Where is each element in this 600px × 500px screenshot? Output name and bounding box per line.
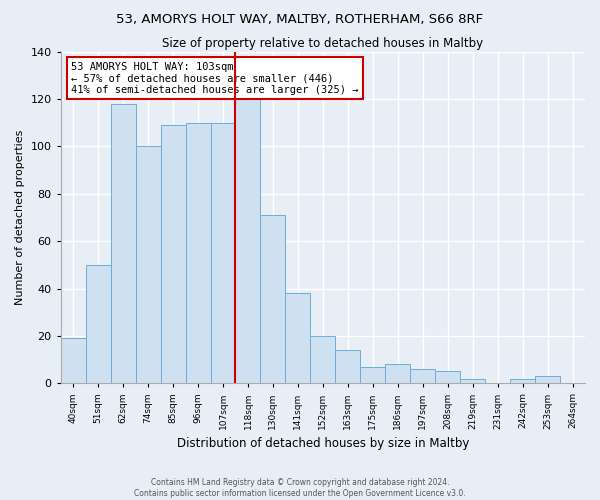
Bar xyxy=(310,336,335,384)
Bar xyxy=(535,376,560,384)
X-axis label: Distribution of detached houses by size in Maltby: Distribution of detached houses by size … xyxy=(176,437,469,450)
Bar xyxy=(460,378,485,384)
Bar xyxy=(86,265,110,384)
Bar xyxy=(510,378,535,384)
Bar xyxy=(110,104,136,384)
Y-axis label: Number of detached properties: Number of detached properties xyxy=(15,130,25,305)
Bar xyxy=(410,369,435,384)
Bar xyxy=(161,125,185,384)
Bar xyxy=(435,372,460,384)
Bar xyxy=(61,338,86,384)
Bar xyxy=(361,366,385,384)
Bar xyxy=(286,294,310,384)
Bar xyxy=(211,122,235,384)
Title: Size of property relative to detached houses in Maltby: Size of property relative to detached ho… xyxy=(162,38,484,51)
Text: 53, AMORYS HOLT WAY, MALTBY, ROTHERHAM, S66 8RF: 53, AMORYS HOLT WAY, MALTBY, ROTHERHAM, … xyxy=(116,12,484,26)
Bar xyxy=(260,215,286,384)
Text: 53 AMORYS HOLT WAY: 103sqm
← 57% of detached houses are smaller (446)
41% of sem: 53 AMORYS HOLT WAY: 103sqm ← 57% of deta… xyxy=(71,62,359,95)
Text: Contains HM Land Registry data © Crown copyright and database right 2024.
Contai: Contains HM Land Registry data © Crown c… xyxy=(134,478,466,498)
Bar xyxy=(136,146,161,384)
Bar xyxy=(185,122,211,384)
Bar xyxy=(335,350,361,384)
Bar xyxy=(385,364,410,384)
Bar xyxy=(235,68,260,384)
